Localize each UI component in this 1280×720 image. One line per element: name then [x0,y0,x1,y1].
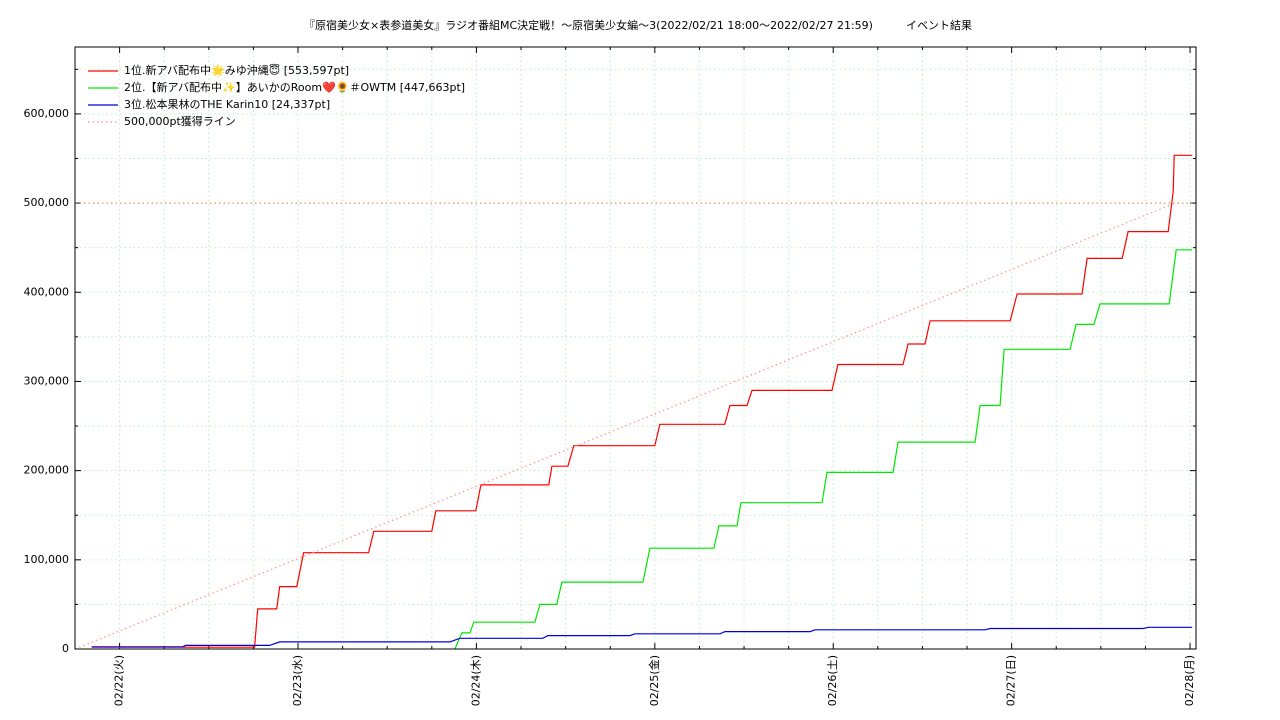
x-tick-label: 02/23(水) [291,655,304,706]
legend-label: 2位.【新アバ配布中✨】あいかのRoom❤️🌻＃OWTM [447,663pt] [124,80,465,94]
series-line [91,626,1193,648]
y-tick-label: 500,000 [24,196,70,209]
y-tick-label: 200,000 [24,464,70,477]
x-tick-label: 02/22(火) [113,655,126,706]
y-tick-label: 400,000 [24,285,70,298]
x-tick-label: 02/25(金) [647,655,661,706]
series-line [91,154,1193,648]
x-tick-label: 02/28(月) [1183,655,1196,706]
plot-frame [74,46,1197,650]
y-tick-label: 100,000 [24,553,70,566]
x-tick-label: 02/24(木) [469,655,482,706]
series-line [454,249,1193,650]
legend-label: 3位.松本果林のTHE Karin10 [24,337pt] [124,97,330,111]
y-tick-label: 300,000 [24,374,70,387]
legend-label: 500,000pt獲得ライン [124,115,236,128]
y-tick-label: 600,000 [24,107,70,120]
chart-title: 『原宿美少女×表参道美女』ラジオ番組MC決定戦！～原宿美少女編～3(2022/0… [304,18,972,32]
x-tick-label: 02/26(土) [826,655,839,706]
x-tick-label: 02/27(日) [1005,655,1018,706]
y-tick-label: 0 [62,642,69,655]
legend-label: 1位.新アバ配布中🌟みゆ沖縄😇 [553,597pt] [124,63,349,77]
